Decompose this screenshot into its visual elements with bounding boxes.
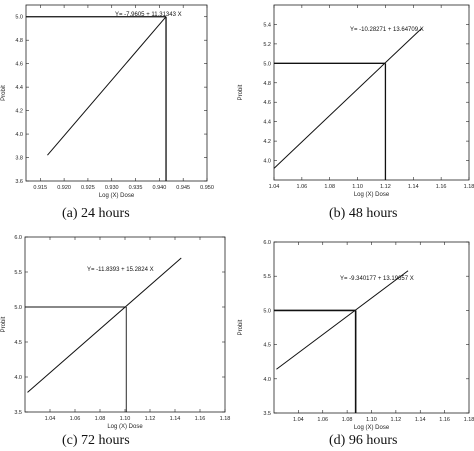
caption-72-hours: (c) 72 hours <box>62 433 130 448</box>
y-axis-label: Probit <box>1 316 7 332</box>
x-tick-label: 1.14 <box>408 184 419 190</box>
y-tick-label: 4.8 <box>15 38 23 44</box>
y-axis-label: Probit <box>238 84 244 100</box>
x-axis-label: Log (X) Dose <box>354 192 390 198</box>
x-axis-label: Log (X) Dose <box>99 193 135 199</box>
y-axis-label: Probit <box>238 319 244 335</box>
x-tick-label: 1.12 <box>145 416 156 422</box>
caption-24-hours: (a) 24 hours <box>62 206 130 221</box>
y-tick-label: 4.8 <box>263 81 271 87</box>
y-tick-label: 4.5 <box>14 340 22 346</box>
x-tick-label: 0.935 <box>129 185 143 191</box>
x-tick-label: 0.950 <box>200 185 214 191</box>
y-tick-label: 3.5 <box>14 410 22 416</box>
chart-panel-72-hours: 1.04 1.06 1.08 1.10 1.12 1.14 1.16 1.18 3.5 4.0 4.… <box>0 226 237 451</box>
chart-panel-96-hours: 1.04 1.06 1.08 1.10 1.12 1.14 1.16 1.18 3.5 4.0 4.… <box>237 226 474 451</box>
regression-equation: Y= -9.340177 + 13.19657 X <box>340 276 414 282</box>
y-tick-label: 4.0 <box>14 375 22 381</box>
x-tick-label: 1.18 <box>464 417 474 423</box>
x-tick-label: 1.16 <box>439 417 450 423</box>
caption-96-hours: (d) 96 hours <box>329 433 398 448</box>
y-tick-label: 5.5 <box>14 270 22 276</box>
x-tick-label: 0.940 <box>152 185 166 191</box>
y-axis-label: Probit <box>1 85 7 101</box>
y-tick-label: 5.0 <box>263 61 271 67</box>
x-tick-label: 1.18 <box>220 416 231 422</box>
x-tick-label: 0.925 <box>81 185 95 191</box>
y-tick-label: 5.2 <box>263 42 271 48</box>
x-tick-label: 0.920 <box>57 185 71 191</box>
x-tick-label: 1.04 <box>269 184 280 190</box>
chart-panel-24-hours: 0.915 0.920 0.925 0.930 0.935 0.940 0.945 0.950… <box>0 0 237 225</box>
y-tick-label: 4.6 <box>263 100 271 106</box>
x-tick-label: 0.930 <box>105 185 119 191</box>
x-tick-label: 1.06 <box>70 416 81 422</box>
y-tick-label: 6.0 <box>14 235 22 241</box>
x-tick-label: 1.14 <box>415 417 426 423</box>
y-tick-label: 4.0 <box>15 132 23 138</box>
y-tick-label: 3.5 <box>263 411 271 417</box>
y-tick-label: 5.0 <box>14 305 22 311</box>
y-tick-label: 4.0 <box>263 377 271 383</box>
y-tick-label: 4.6 <box>15 62 23 68</box>
x-tick-label: 1.14 <box>170 416 181 422</box>
x-tick-label: 1.06 <box>296 184 307 190</box>
x-tick-label: 1.04 <box>293 417 304 423</box>
chart-96-hours: 1.04 1.06 1.08 1.10 1.12 1.14 1.16 1.18 3.5 4.0 4.… <box>238 240 474 431</box>
x-axis-label: Log (X) Dose <box>354 425 390 431</box>
x-tick-label: 0.915 <box>33 185 47 191</box>
plot-frame <box>25 4 208 182</box>
x-tick-label: 1.12 <box>391 417 402 423</box>
y-tick-label: 6.0 <box>263 240 271 246</box>
x-tick-label: 1.12 <box>380 184 391 190</box>
x-tick-label: 0.945 <box>176 185 190 191</box>
y-tick-label: 4.0 <box>263 159 271 165</box>
x-tick-label: 1.06 <box>317 417 328 423</box>
regression-equation: Y= -11.8393 + 15.2824 X <box>87 267 154 273</box>
caption-48-hours: (b) 48 hours <box>329 206 398 221</box>
x-tick-label: 1.08 <box>342 417 353 423</box>
y-tick-label: 4.2 <box>263 139 271 145</box>
plot-frame <box>273 241 470 414</box>
y-tick-label: 4.4 <box>263 120 271 126</box>
x-tick-label: 1.04 <box>45 416 56 422</box>
regression-line <box>47 16 167 156</box>
x-tick-label: 1.10 <box>352 184 363 190</box>
y-tick-label: 4.4 <box>15 85 23 91</box>
y-tick-label: 3.8 <box>15 156 23 162</box>
chart-72-hours: 1.04 1.06 1.08 1.10 1.12 1.14 1.16 1.18 3.5 4.0 4.… <box>1 235 231 430</box>
plot-frame <box>273 4 470 181</box>
x-tick-label: 1.10 <box>366 417 377 423</box>
plot-frame <box>24 236 226 413</box>
x-tick-label: 1.16 <box>436 184 447 190</box>
regression-equation: Y= -7.9605 + 11.31343 X <box>115 12 182 18</box>
regression-line <box>27 257 182 393</box>
regression-equation: Y= -10.28271 + 13.64709 X <box>350 27 424 33</box>
regression-line <box>276 270 409 370</box>
chart-panel-48-hours: 1.04 1.06 1.08 1.10 1.12 1.14 1.16 1.18 4.0 4.2 4.… <box>237 0 474 225</box>
x-tick-label: 1.18 <box>464 184 474 190</box>
x-tick-label: 1.08 <box>324 184 335 190</box>
chart-24-hours: 0.915 0.920 0.925 0.930 0.935 0.940 0.945 0.950… <box>1 4 214 199</box>
y-tick-label: 4.5 <box>263 343 271 349</box>
y-tick-label: 5.0 <box>15 15 23 21</box>
y-tick-label: 3.6 <box>15 179 23 185</box>
y-tick-label: 5.4 <box>263 22 271 28</box>
x-tick-label: 1.10 <box>120 416 131 422</box>
x-tick-label: 1.16 <box>195 416 206 422</box>
chart-48-hours: 1.04 1.06 1.08 1.10 1.12 1.14 1.16 1.18 4.0 4.2 4.… <box>238 4 474 198</box>
y-tick-label: 5.0 <box>263 308 271 314</box>
y-tick-label: 4.2 <box>15 109 23 115</box>
regression-line <box>273 27 422 169</box>
x-tick-label: 1.08 <box>95 416 106 422</box>
y-tick-label: 5.5 <box>263 274 271 280</box>
x-axis-label: Log (X) Dose <box>107 424 143 430</box>
